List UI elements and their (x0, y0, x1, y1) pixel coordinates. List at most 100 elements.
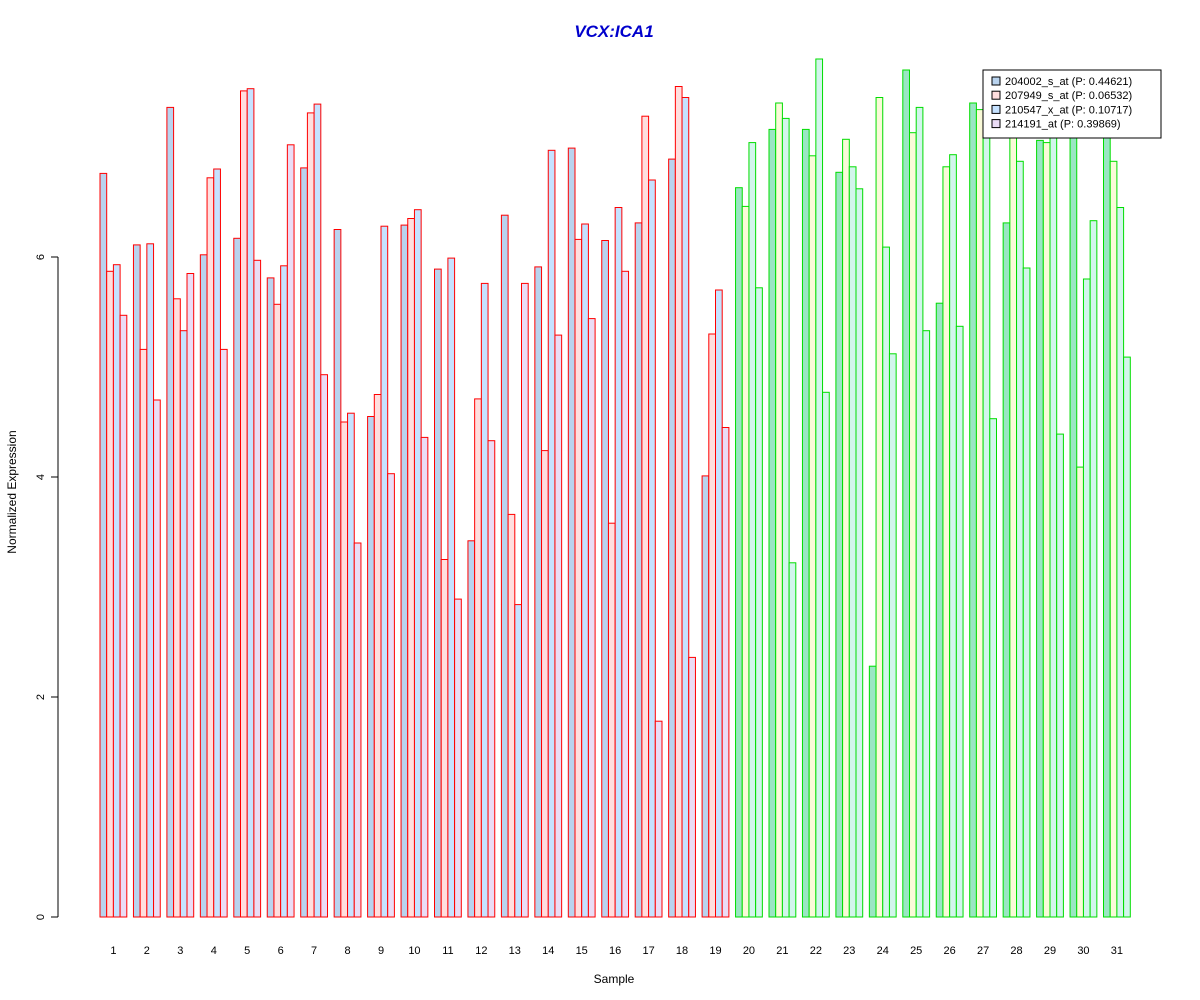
x-tick-label: 2 (144, 945, 150, 957)
bar (333, 229, 342, 918)
bar (380, 225, 389, 918)
bar (735, 187, 743, 918)
legend-entry: 214191_at (P: 0.39869) (1005, 119, 1121, 131)
x-tick-label: 16 (609, 945, 621, 957)
bar (420, 436, 429, 918)
bar (306, 112, 315, 918)
bar (1103, 135, 1111, 918)
bar (273, 303, 282, 918)
bar (835, 171, 844, 918)
bar (146, 243, 155, 918)
bar (280, 265, 288, 918)
bar (949, 154, 957, 918)
x-tick-label: 4 (211, 945, 217, 957)
bar (989, 418, 997, 918)
bar (507, 513, 516, 918)
bar (173, 298, 181, 918)
bar (1109, 160, 1118, 918)
bar (721, 427, 730, 918)
x-tick-label: 13 (509, 945, 521, 957)
bar (748, 142, 757, 918)
bar (206, 177, 215, 918)
x-tick-label: 23 (843, 945, 855, 957)
bar (882, 246, 890, 918)
x-tick-label: 29 (1044, 945, 1056, 957)
bar (353, 542, 362, 918)
bar (768, 128, 777, 918)
legend-entry: 204002_s_at (P: 0.44621) (1005, 76, 1132, 88)
x-tick-label: 26 (944, 945, 956, 957)
bar (701, 475, 710, 918)
x-tick-label: 31 (1111, 945, 1123, 957)
x-tick-label: 3 (177, 945, 183, 957)
x-axis-label: Sample (594, 972, 635, 986)
bar (166, 106, 175, 918)
bar (407, 218, 415, 918)
bar (1069, 124, 1078, 918)
bar (982, 73, 991, 918)
bar (99, 172, 108, 918)
x-tick-label: 11 (442, 945, 453, 957)
legend-swatch (991, 104, 1001, 114)
bar (367, 416, 375, 918)
bar (153, 399, 161, 918)
bar (554, 334, 563, 918)
legend: 204002_s_at (P: 0.44621) 207949_s_at (P: … (982, 69, 1162, 139)
x-tick-label: 30 (1077, 945, 1089, 957)
bar (621, 270, 630, 918)
y-tick-label: 6 (35, 254, 47, 260)
bar (480, 282, 489, 918)
bar (286, 144, 295, 918)
bar (106, 270, 114, 918)
bar (434, 268, 442, 918)
bar (1002, 222, 1011, 918)
bar (975, 109, 984, 918)
bar (1089, 220, 1098, 918)
legend-swatch (991, 119, 1001, 129)
x-tick-label: 14 (542, 945, 554, 957)
bar (347, 412, 355, 918)
bar (233, 237, 242, 918)
legend-swatch (991, 90, 1001, 100)
x-tick-label: 6 (278, 945, 284, 957)
y-tick-label: 2 (35, 694, 47, 700)
x-tick-label: 18 (676, 945, 688, 957)
bar (969, 102, 977, 918)
bar (320, 374, 328, 918)
y-tick-label: 4 (35, 474, 47, 480)
legend-swatch (991, 76, 1001, 86)
bar (246, 88, 255, 918)
bar (681, 97, 690, 918)
bar (888, 353, 897, 918)
bar (587, 318, 596, 918)
y-axis-label: Normalized Expression (5, 430, 19, 553)
bar (855, 188, 864, 918)
bar (868, 665, 877, 918)
x-tick-label: 24 (877, 945, 889, 957)
bar (1022, 267, 1031, 918)
bar (634, 222, 643, 918)
bar (875, 97, 884, 918)
bar (708, 333, 716, 918)
bar (534, 266, 543, 918)
bar (541, 450, 549, 918)
bar (801, 128, 810, 918)
bar (909, 132, 917, 918)
bar (447, 257, 456, 918)
bar (788, 562, 797, 918)
bar (1036, 139, 1044, 918)
bar (1042, 142, 1051, 918)
x-tick-label: 9 (378, 945, 384, 957)
bar (848, 166, 857, 918)
x-tick-label: 22 (810, 945, 822, 957)
bar (654, 720, 663, 918)
x-tick-label: 21 (776, 945, 788, 957)
bar (601, 240, 609, 918)
bar (413, 209, 422, 918)
bar (400, 224, 409, 918)
bar (1123, 356, 1131, 918)
legend-entry: 207949_s_at (P: 0.06532) (1005, 90, 1132, 102)
y-tick-label: 0 (35, 914, 47, 920)
bar (300, 167, 308, 918)
